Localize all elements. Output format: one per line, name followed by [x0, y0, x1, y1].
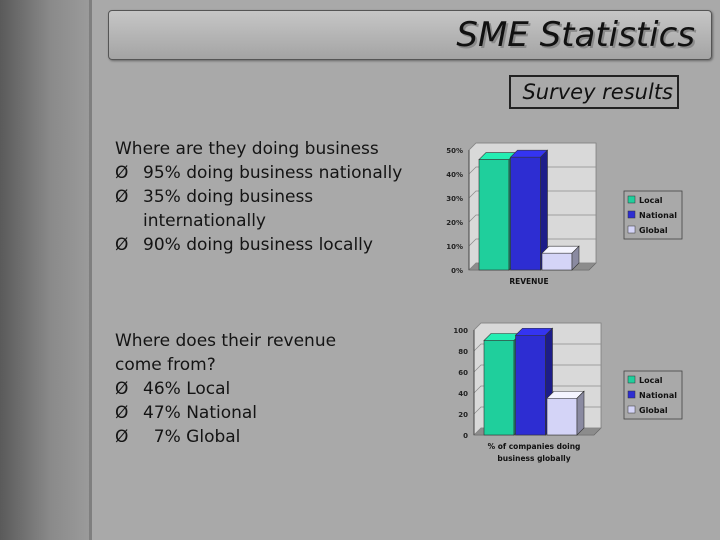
gridline — [473, 364, 601, 373]
revenue-bar-chart: 0% 10% 20% 30% 40% 50% REVENUE Local National Glo… — [446, 142, 683, 286]
y-tick-label: 50% — [446, 147, 463, 155]
y-tick-label: 60 — [458, 369, 468, 377]
bar-side-global — [571, 245, 580, 271]
bullet-item: Ø 46% Local — [115, 377, 375, 401]
legend-label-global: Global — [639, 226, 668, 235]
x-axis-label: % of companies doing — [488, 442, 581, 451]
arrow-bullet-icon: Ø — [115, 403, 129, 423]
bullet-item: Ø 95% doing business nationally — [115, 161, 415, 185]
x-axis-label: REVENUE — [509, 277, 548, 286]
gridline — [468, 190, 596, 199]
page-subtitle: Survey results — [522, 80, 673, 104]
gridline — [473, 343, 601, 352]
legend-label-national: National — [639, 391, 677, 400]
bar-local — [478, 159, 510, 271]
bullet-text: 47% National — [143, 403, 258, 423]
bullet-text: 95% doing business nationally — [143, 163, 403, 183]
gridline — [473, 322, 601, 331]
y-tick-label: 0 — [463, 432, 468, 440]
legend-swatch-local — [627, 195, 636, 204]
legend-label-local: Local — [639, 196, 663, 205]
bullet-text: 35% doing business internationally — [143, 187, 314, 231]
arrow-bullet-icon: Ø — [115, 187, 129, 207]
bar-side-global — [576, 390, 585, 436]
bullet-item: Ø 35% doing business internationally — [115, 185, 415, 233]
section-revenue-source: Where does their revenue come from? Ø 46%… — [115, 329, 375, 449]
bar-national — [515, 334, 546, 436]
section-question: Where does their revenue come from? — [115, 331, 337, 375]
bullet-item: Ø 7% Global — [115, 425, 375, 449]
y-tick-label: 30% — [446, 195, 463, 203]
arrow-bullet-icon: Ø — [115, 379, 129, 399]
y-tick-label: 40 — [458, 390, 468, 398]
gridline — [468, 238, 596, 247]
gridline — [468, 166, 596, 175]
legend-swatch-local — [627, 375, 636, 384]
legend-swatch-national — [627, 390, 636, 399]
section-question: Where are they doing business — [115, 139, 379, 159]
y-tick-label: 20 — [458, 411, 468, 419]
bullet-text: 90% doing business locally — [143, 235, 373, 255]
legend-swatch-national — [627, 210, 636, 219]
legend-swatch-global — [627, 405, 636, 414]
gridline — [468, 214, 596, 223]
legend-label-national: National — [639, 211, 677, 220]
y-tick-label: 10% — [446, 243, 463, 251]
bar-global — [546, 397, 578, 436]
bullet-text: 46% Local — [143, 379, 231, 399]
gridline — [473, 385, 601, 394]
left-decorative-bar — [0, 0, 92, 540]
y-tick-label: 20% — [446, 219, 463, 227]
arrow-bullet-icon: Ø — [115, 235, 129, 255]
page-title: SME Statistics — [456, 15, 695, 55]
legend-label-global: Global — [639, 406, 668, 415]
x-axis-label: business globally — [497, 454, 570, 463]
legend-label-local: Local — [639, 376, 663, 385]
bar-global — [541, 252, 573, 271]
bullet-text: 7% Global — [143, 427, 241, 447]
gridline — [468, 142, 596, 151]
bullet-item: Ø 47% National — [115, 401, 375, 425]
y-tick-label: 0% — [451, 267, 463, 275]
y-tick-label: 100 — [453, 327, 468, 335]
bar-local — [483, 340, 515, 436]
bullet-item: Ø 90% doing business locally — [115, 233, 415, 257]
bar-national — [510, 156, 541, 271]
y-tick-label: 40% — [446, 171, 463, 179]
business-globally-bar-chart: 0 20 40 60 80 100 % of companies doing business… — [453, 322, 683, 463]
arrow-bullet-icon: Ø — [115, 427, 129, 447]
title-banner: SME Statistics — [108, 10, 712, 60]
legend-swatch-global — [627, 225, 636, 234]
section-question-wrap: Where does their revenue come from? — [115, 329, 375, 377]
subtitle-banner: Survey results — [509, 75, 679, 109]
y-tick-label: 80 — [458, 348, 468, 356]
section-business-location: Where are they doing business Ø 95% doing… — [115, 137, 415, 257]
arrow-bullet-icon: Ø — [115, 163, 129, 183]
